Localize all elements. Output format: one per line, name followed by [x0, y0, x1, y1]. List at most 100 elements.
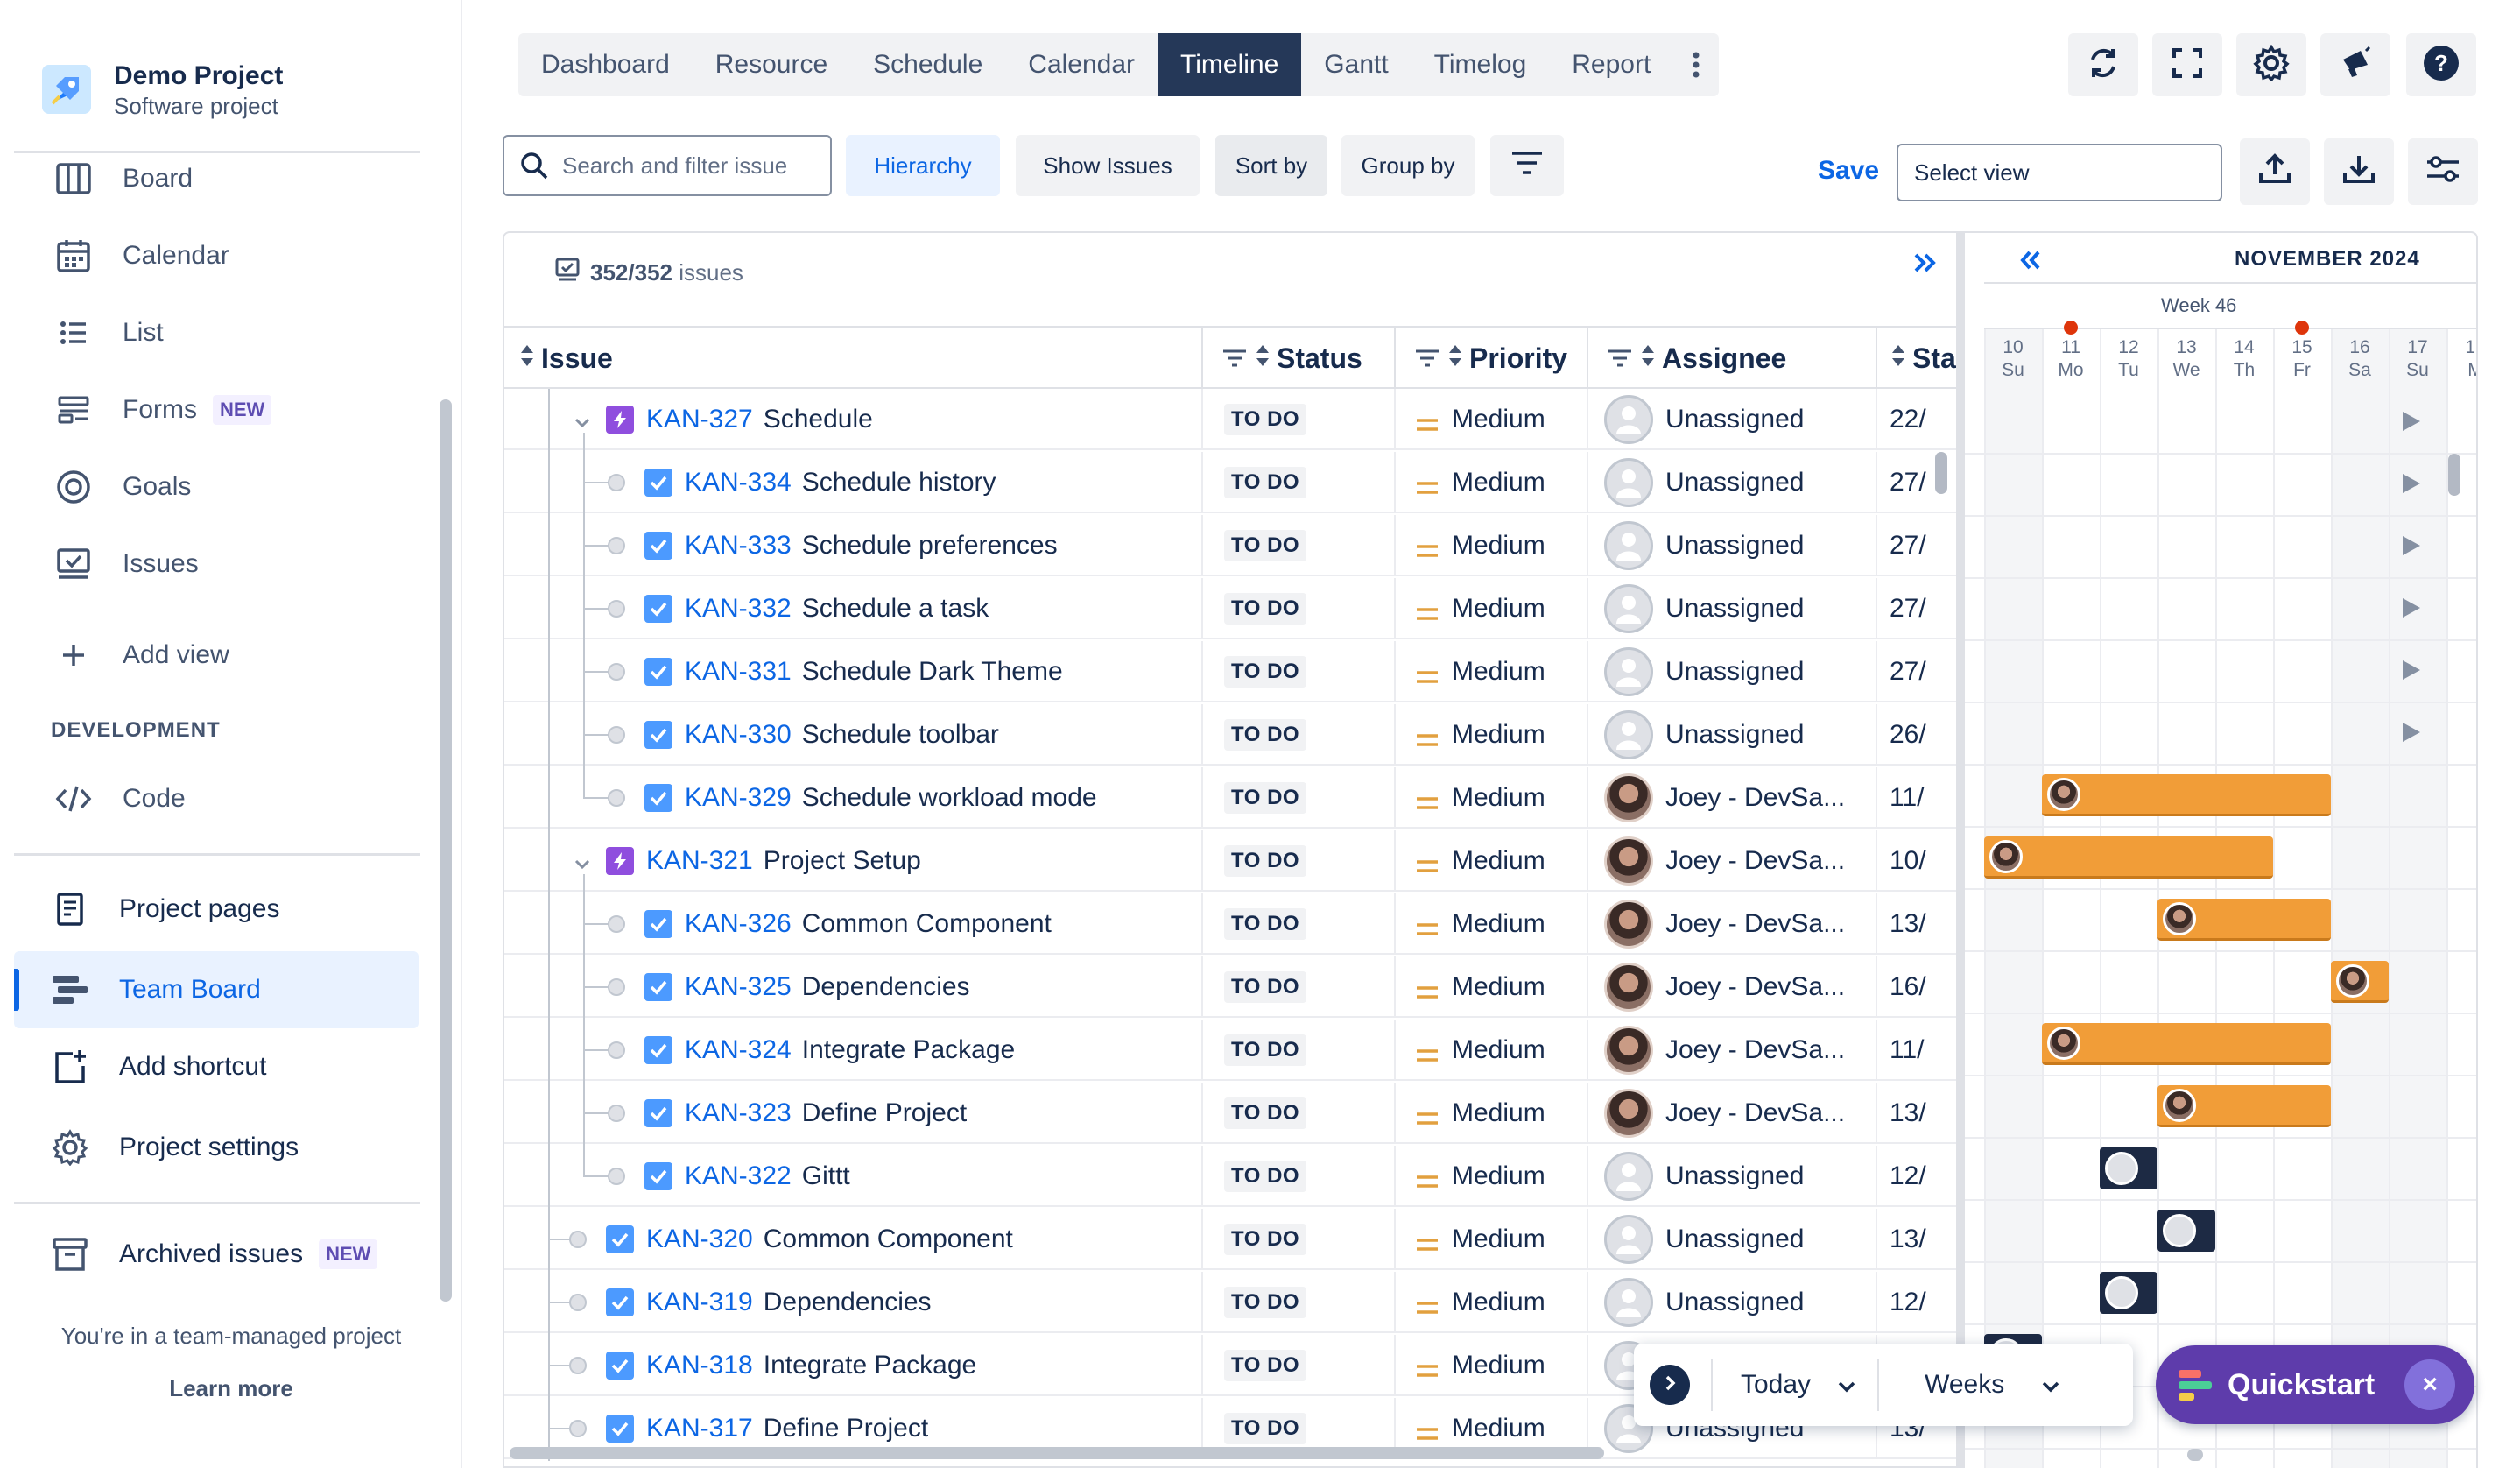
start-date-cell[interactable]: 10/: [1877, 830, 1956, 892]
import-button[interactable]: [2324, 138, 2394, 205]
sidebar-item-issues[interactable]: Issues: [14, 526, 419, 603]
grid-horizontal-scrollbar[interactable]: [510, 1447, 1604, 1459]
column-header-status[interactable]: Status: [1203, 328, 1396, 389]
table-row[interactable]: KAN-331 Schedule Dark Theme TO DO Medium…: [504, 641, 1956, 702]
status-cell[interactable]: TO DO: [1203, 641, 1396, 702]
column-header-issue[interactable]: Issue: [504, 328, 1203, 389]
priority-cell[interactable]: Medium: [1396, 1398, 1588, 1459]
refresh-button[interactable]: [2068, 33, 2138, 96]
close-icon[interactable]: ×: [2404, 1359, 2456, 1410]
status-cell[interactable]: TO DO: [1203, 1335, 1396, 1396]
issue-cell[interactable]: KAN-318 Integrate Package: [504, 1335, 1203, 1396]
assignee-cell[interactable]: Joey - DevSa...: [1588, 1083, 1877, 1144]
table-row[interactable]: KAN-324 Integrate Package TO DO Medium J…: [504, 1020, 1956, 1081]
quickstart-button[interactable]: Quickstart ×: [2156, 1345, 2474, 1424]
issue-cell[interactable]: KAN-321 Project Setup: [504, 830, 1203, 892]
assignee-cell[interactable]: Joey - DevSa...: [1588, 893, 1877, 955]
weeks-dropdown[interactable]: Weeks: [1925, 1370, 2060, 1400]
show-issues-button[interactable]: Show Issues: [1016, 135, 1200, 196]
status-cell[interactable]: TO DO: [1203, 452, 1396, 513]
panel-resizer[interactable]: [1956, 231, 1965, 1468]
grid-vertical-scrollbar[interactable]: [1935, 452, 1947, 494]
task-bar[interactable]: [1984, 836, 2273, 879]
status-cell[interactable]: TO DO: [1203, 1083, 1396, 1144]
issue-cell[interactable]: KAN-324 Integrate Package: [504, 1020, 1203, 1081]
issue-cell[interactable]: KAN-327 Schedule: [504, 389, 1203, 450]
sidebar-item-forms[interactable]: Forms NEW: [14, 371, 419, 448]
scroll-to-task-icon[interactable]: [2403, 474, 2420, 493]
assignee-cell[interactable]: Unassigned: [1588, 1146, 1877, 1207]
issue-key-link[interactable]: KAN-327: [646, 405, 753, 434]
status-cell[interactable]: TO DO: [1203, 956, 1396, 1018]
table-row[interactable]: KAN-326 Common Component TO DO Medium Jo…: [504, 893, 1956, 955]
start-date-cell[interactable]: 11/: [1877, 1020, 1956, 1081]
task-bar[interactable]: [2157, 1210, 2215, 1252]
task-bar[interactable]: [2100, 1272, 2157, 1314]
group-by-button[interactable]: Group by: [1341, 135, 1475, 196]
table-row[interactable]: KAN-319 Dependencies TO DO Medium Unassi…: [504, 1272, 1956, 1333]
start-date-cell[interactable]: 27/: [1877, 515, 1956, 576]
priority-cell[interactable]: Medium: [1396, 1335, 1588, 1396]
learn-more-link[interactable]: Learn more: [169, 1375, 293, 1401]
issue-cell[interactable]: KAN-332 Schedule a task: [504, 578, 1203, 639]
issue-key-link[interactable]: KAN-332: [685, 594, 792, 623]
start-date-cell[interactable]: 12/: [1877, 1272, 1956, 1333]
issue-key-link[interactable]: KAN-325: [685, 972, 792, 1001]
issue-key-link[interactable]: KAN-326: [685, 909, 792, 938]
hierarchy-button[interactable]: Hierarchy: [846, 135, 1000, 196]
add-view-button[interactable]: Add view: [14, 617, 419, 694]
table-row[interactable]: KAN-332 Schedule a task TO DO Medium Una…: [504, 578, 1956, 639]
chevron-down-icon[interactable]: [573, 410, 592, 429]
start-date-cell[interactable]: 27/: [1877, 452, 1956, 513]
priority-cell[interactable]: Medium: [1396, 830, 1588, 892]
issue-cell[interactable]: KAN-329 Schedule workload mode: [504, 767, 1203, 829]
assignee-cell[interactable]: Joey - DevSa...: [1588, 767, 1877, 829]
table-row[interactable]: KAN-325 Dependencies TO DO Medium Joey -…: [504, 956, 1956, 1018]
priority-cell[interactable]: Medium: [1396, 389, 1588, 450]
table-row[interactable]: KAN-333 Schedule preferences TO DO Mediu…: [504, 515, 1956, 576]
column-header-priority[interactable]: Priority: [1396, 328, 1588, 389]
start-date-cell[interactable]: 11/: [1877, 767, 1956, 829]
status-cell[interactable]: TO DO: [1203, 1398, 1396, 1459]
status-cell[interactable]: TO DO: [1203, 515, 1396, 576]
issue-cell[interactable]: KAN-334 Schedule history: [504, 452, 1203, 513]
priority-cell[interactable]: Medium: [1396, 452, 1588, 513]
issue-key-link[interactable]: KAN-322: [685, 1161, 792, 1190]
issue-cell[interactable]: KAN-322 Gittt: [504, 1146, 1203, 1207]
issue-cell[interactable]: KAN-330 Schedule toolbar: [504, 704, 1203, 766]
status-cell[interactable]: TO DO: [1203, 1209, 1396, 1270]
issue-key-link[interactable]: KAN-317: [646, 1414, 753, 1443]
search-filter-box[interactable]: [503, 135, 832, 196]
scroll-to-task-icon[interactable]: [2403, 536, 2420, 555]
priority-cell[interactable]: Medium: [1396, 893, 1588, 955]
issue-cell[interactable]: KAN-320 Common Component: [504, 1209, 1203, 1270]
save-view-button[interactable]: Save: [1818, 156, 1880, 185]
add-shortcut-button[interactable]: Add shortcut: [14, 1028, 419, 1105]
priority-cell[interactable]: Medium: [1396, 641, 1588, 702]
table-row[interactable]: KAN-321 Project Setup TO DO Medium Joey …: [504, 830, 1956, 892]
tab-dashboard[interactable]: Dashboard: [541, 50, 670, 79]
table-row[interactable]: KAN-320 Common Component TO DO Medium Un…: [504, 1209, 1956, 1270]
filter-button[interactable]: [1490, 135, 1564, 196]
assignee-cell[interactable]: Unassigned: [1588, 1209, 1877, 1270]
table-row[interactable]: KAN-323 Define Project TO DO Medium Joey…: [504, 1083, 1956, 1144]
start-date-cell[interactable]: 13/: [1877, 1083, 1956, 1144]
start-date-cell[interactable]: 12/: [1877, 1146, 1956, 1207]
priority-cell[interactable]: Medium: [1396, 767, 1588, 829]
task-bar[interactable]: [2331, 961, 2389, 1003]
sidebar-item-board[interactable]: Board: [14, 140, 419, 217]
start-date-cell[interactable]: 22/: [1877, 389, 1956, 450]
status-cell[interactable]: TO DO: [1203, 1146, 1396, 1207]
help-button[interactable]: ?: [2406, 33, 2476, 96]
task-bar[interactable]: [2157, 899, 2331, 941]
more-tabs-icon[interactable]: [1673, 33, 1719, 96]
priority-cell[interactable]: Medium: [1396, 1209, 1588, 1270]
status-cell[interactable]: TO DO: [1203, 767, 1396, 829]
tab-resource[interactable]: Resource: [714, 50, 828, 79]
start-date-cell[interactable]: 26/: [1877, 704, 1956, 766]
fullscreen-button[interactable]: [2152, 33, 2222, 96]
project-header[interactable]: Demo Project Software project: [42, 56, 427, 126]
table-row[interactable]: KAN-330 Schedule toolbar TO DO Medium Un…: [504, 704, 1956, 766]
sidebar-item-list[interactable]: List: [14, 294, 419, 371]
issue-cell[interactable]: KAN-331 Schedule Dark Theme: [504, 641, 1203, 702]
